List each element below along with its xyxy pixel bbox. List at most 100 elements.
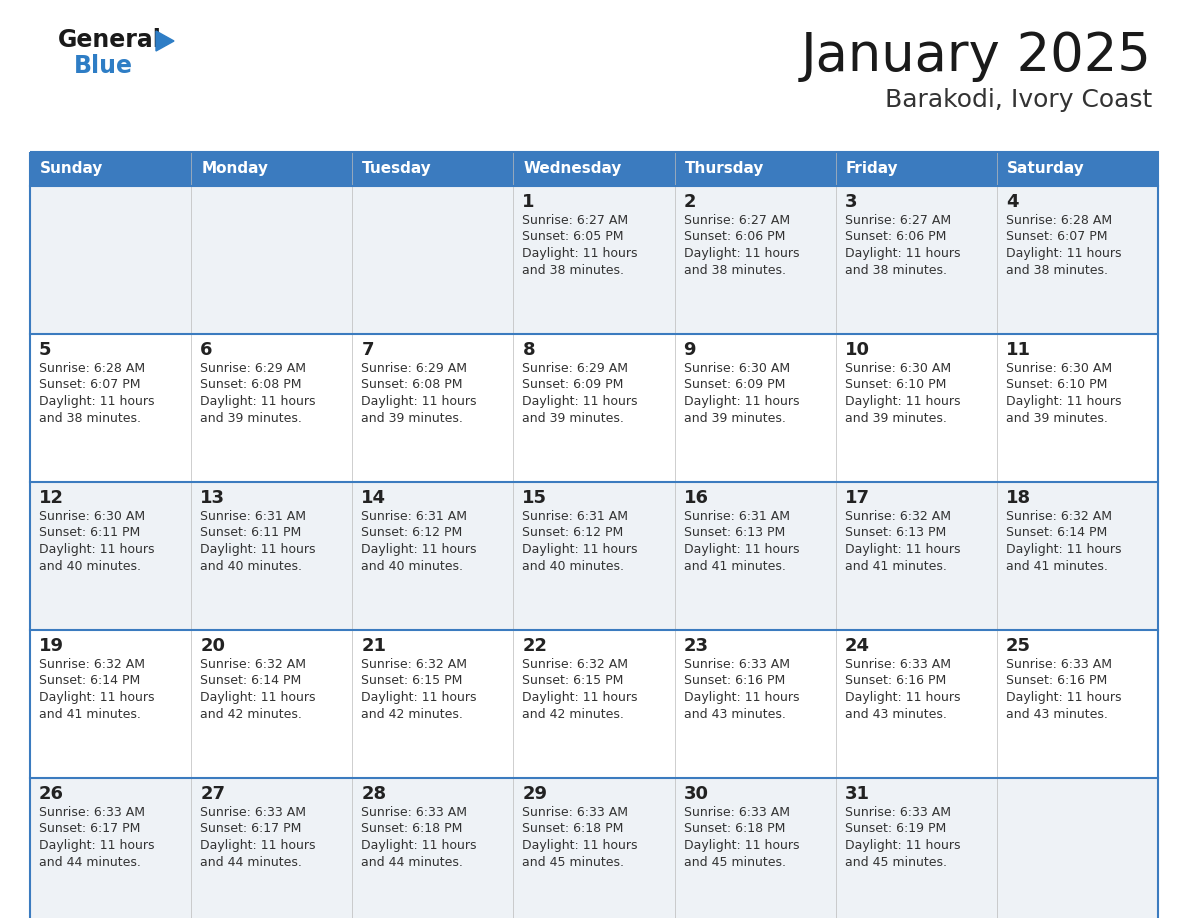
Text: 6: 6 <box>200 341 213 359</box>
Text: 21: 21 <box>361 637 386 655</box>
Text: Sunset: 6:18 PM: Sunset: 6:18 PM <box>683 823 785 835</box>
Text: and 41 minutes.: and 41 minutes. <box>845 559 947 573</box>
Text: Sunrise: 6:32 AM: Sunrise: 6:32 AM <box>361 658 467 671</box>
Text: Daylight: 11 hours: Daylight: 11 hours <box>200 839 316 852</box>
Bar <box>353 152 513 186</box>
Bar <box>30 186 191 334</box>
Text: Daylight: 11 hours: Daylight: 11 hours <box>1006 691 1121 704</box>
Text: and 39 minutes.: and 39 minutes. <box>200 411 302 424</box>
Text: Sunset: 6:14 PM: Sunset: 6:14 PM <box>39 675 140 688</box>
Text: and 39 minutes.: and 39 minutes. <box>1006 411 1107 424</box>
Bar <box>835 186 997 334</box>
Text: 25: 25 <box>1006 637 1031 655</box>
Text: Sunset: 6:13 PM: Sunset: 6:13 PM <box>845 527 946 540</box>
Text: Sunset: 6:10 PM: Sunset: 6:10 PM <box>1006 378 1107 391</box>
Text: Sunset: 6:19 PM: Sunset: 6:19 PM <box>845 823 946 835</box>
Text: Sunrise: 6:31 AM: Sunrise: 6:31 AM <box>200 510 307 523</box>
Text: Sunday: Sunday <box>40 162 103 176</box>
Text: 15: 15 <box>523 489 548 507</box>
Bar <box>675 152 835 186</box>
Text: Sunrise: 6:33 AM: Sunrise: 6:33 AM <box>683 658 790 671</box>
Text: Sunrise: 6:33 AM: Sunrise: 6:33 AM <box>39 806 145 819</box>
Text: Sunrise: 6:32 AM: Sunrise: 6:32 AM <box>845 510 950 523</box>
Text: and 38 minutes.: and 38 minutes. <box>845 263 947 276</box>
Text: 24: 24 <box>845 637 870 655</box>
Text: Sunset: 6:18 PM: Sunset: 6:18 PM <box>361 823 462 835</box>
Text: Sunset: 6:11 PM: Sunset: 6:11 PM <box>200 527 302 540</box>
Bar <box>835 630 997 778</box>
Text: and 45 minutes.: and 45 minutes. <box>523 856 625 868</box>
Text: 29: 29 <box>523 785 548 803</box>
Text: 7: 7 <box>361 341 374 359</box>
Text: Sunrise: 6:30 AM: Sunrise: 6:30 AM <box>683 362 790 375</box>
Text: Daylight: 11 hours: Daylight: 11 hours <box>200 691 316 704</box>
Text: Sunset: 6:15 PM: Sunset: 6:15 PM <box>361 675 462 688</box>
Text: Blue: Blue <box>74 54 133 78</box>
Text: Daylight: 11 hours: Daylight: 11 hours <box>523 247 638 260</box>
Bar <box>353 778 513 918</box>
Text: Daylight: 11 hours: Daylight: 11 hours <box>845 691 960 704</box>
Bar <box>30 152 191 186</box>
Text: Sunset: 6:11 PM: Sunset: 6:11 PM <box>39 527 140 540</box>
Text: and 44 minutes.: and 44 minutes. <box>39 856 141 868</box>
Bar <box>513 778 675 918</box>
Text: Sunrise: 6:33 AM: Sunrise: 6:33 AM <box>1006 658 1112 671</box>
Text: Daylight: 11 hours: Daylight: 11 hours <box>845 247 960 260</box>
Text: Sunset: 6:16 PM: Sunset: 6:16 PM <box>845 675 946 688</box>
Bar <box>997 152 1158 186</box>
Text: and 39 minutes.: and 39 minutes. <box>683 411 785 424</box>
Text: Daylight: 11 hours: Daylight: 11 hours <box>39 543 154 556</box>
Text: Sunrise: 6:27 AM: Sunrise: 6:27 AM <box>845 214 950 227</box>
Bar <box>191 482 353 630</box>
Text: Sunrise: 6:31 AM: Sunrise: 6:31 AM <box>523 510 628 523</box>
Text: Daylight: 11 hours: Daylight: 11 hours <box>361 543 476 556</box>
Text: Daylight: 11 hours: Daylight: 11 hours <box>523 839 638 852</box>
Bar <box>675 778 835 918</box>
Text: Sunrise: 6:32 AM: Sunrise: 6:32 AM <box>200 658 307 671</box>
Bar <box>997 778 1158 918</box>
Text: Sunrise: 6:29 AM: Sunrise: 6:29 AM <box>523 362 628 375</box>
Text: Daylight: 11 hours: Daylight: 11 hours <box>683 247 800 260</box>
Bar <box>997 630 1158 778</box>
Text: Daylight: 11 hours: Daylight: 11 hours <box>361 839 476 852</box>
Bar <box>835 482 997 630</box>
Text: 30: 30 <box>683 785 708 803</box>
Text: Sunset: 6:17 PM: Sunset: 6:17 PM <box>39 823 140 835</box>
Text: and 45 minutes.: and 45 minutes. <box>683 856 785 868</box>
Text: Monday: Monday <box>201 162 268 176</box>
Text: Daylight: 11 hours: Daylight: 11 hours <box>39 691 154 704</box>
Text: Friday: Friday <box>846 162 898 176</box>
Text: and 39 minutes.: and 39 minutes. <box>523 411 625 424</box>
Text: Daylight: 11 hours: Daylight: 11 hours <box>39 839 154 852</box>
Bar <box>353 482 513 630</box>
Text: 1: 1 <box>523 193 535 211</box>
Bar <box>675 186 835 334</box>
Text: Barakodi, Ivory Coast: Barakodi, Ivory Coast <box>885 88 1152 112</box>
Text: and 38 minutes.: and 38 minutes. <box>523 263 625 276</box>
Text: 10: 10 <box>845 341 870 359</box>
Text: Daylight: 11 hours: Daylight: 11 hours <box>523 543 638 556</box>
Text: Sunset: 6:15 PM: Sunset: 6:15 PM <box>523 675 624 688</box>
Text: Sunset: 6:07 PM: Sunset: 6:07 PM <box>1006 230 1107 243</box>
Text: and 38 minutes.: and 38 minutes. <box>1006 263 1108 276</box>
Text: 12: 12 <box>39 489 64 507</box>
Text: and 40 minutes.: and 40 minutes. <box>200 559 302 573</box>
Text: Sunset: 6:06 PM: Sunset: 6:06 PM <box>683 230 785 243</box>
Text: Sunrise: 6:27 AM: Sunrise: 6:27 AM <box>683 214 790 227</box>
Text: 4: 4 <box>1006 193 1018 211</box>
Text: Sunset: 6:09 PM: Sunset: 6:09 PM <box>683 378 785 391</box>
Text: Sunset: 6:17 PM: Sunset: 6:17 PM <box>200 823 302 835</box>
Text: Sunset: 6:16 PM: Sunset: 6:16 PM <box>683 675 785 688</box>
Text: Daylight: 11 hours: Daylight: 11 hours <box>1006 543 1121 556</box>
Text: and 43 minutes.: and 43 minutes. <box>845 708 947 721</box>
Bar <box>675 482 835 630</box>
Bar <box>835 334 997 482</box>
Text: Daylight: 11 hours: Daylight: 11 hours <box>39 395 154 408</box>
Text: Daylight: 11 hours: Daylight: 11 hours <box>683 691 800 704</box>
Text: Daylight: 11 hours: Daylight: 11 hours <box>523 395 638 408</box>
Bar <box>191 186 353 334</box>
Bar <box>353 334 513 482</box>
Text: and 38 minutes.: and 38 minutes. <box>39 411 141 424</box>
Bar <box>835 152 997 186</box>
Text: Sunset: 6:14 PM: Sunset: 6:14 PM <box>200 675 302 688</box>
